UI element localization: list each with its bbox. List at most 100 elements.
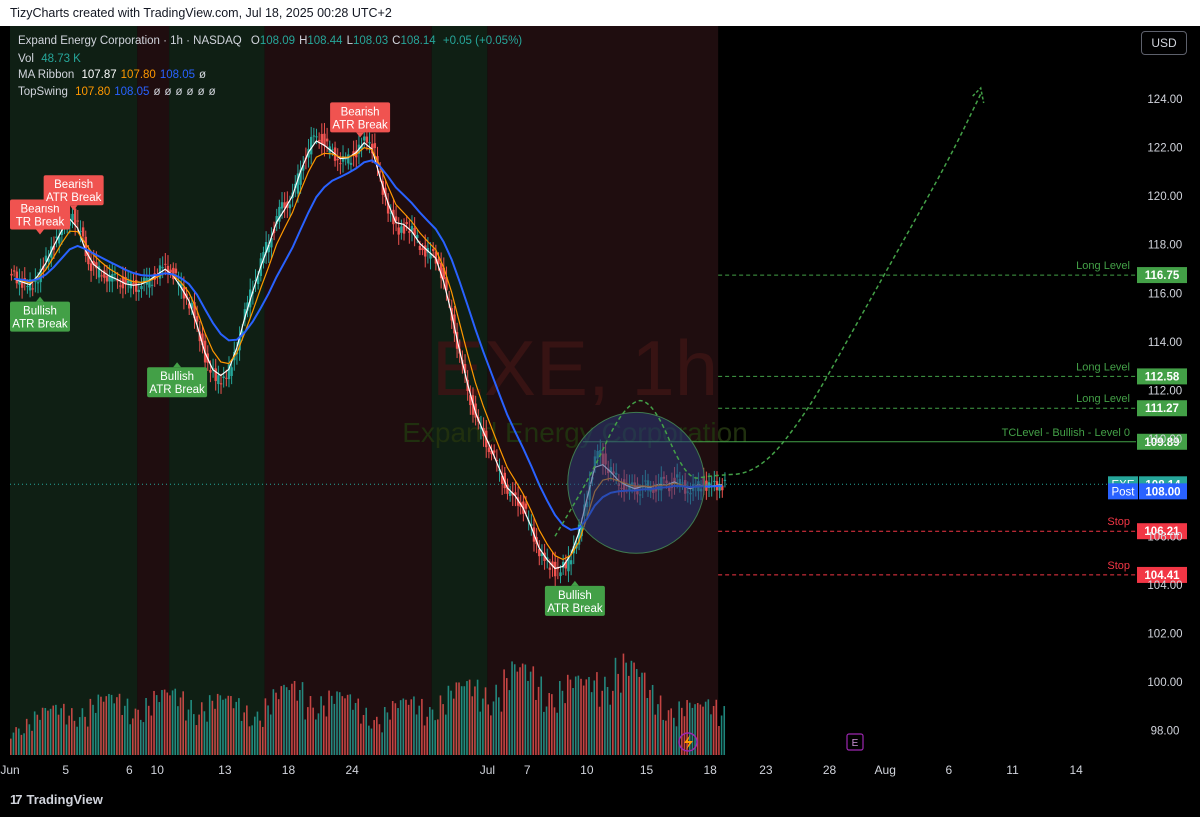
candle[interactable] [416,234,419,239]
candle[interactable] [71,213,74,221]
candle[interactable] [424,245,427,257]
candle[interactable] [12,270,16,272]
candle[interactable] [193,302,196,319]
candle[interactable] [718,484,721,491]
candle[interactable] [225,377,228,379]
candle[interactable] [108,275,111,282]
candle[interactable] [508,491,512,496]
candle[interactable] [723,479,727,481]
candle[interactable] [360,145,363,150]
candle[interactable] [442,267,446,280]
candle[interactable] [18,279,21,285]
candle[interactable] [474,403,477,418]
candle[interactable] [394,216,398,221]
candle[interactable] [567,556,570,572]
candle[interactable] [487,447,491,453]
candle[interactable] [44,255,48,262]
candle[interactable] [296,173,300,194]
candle[interactable] [89,263,93,271]
candle[interactable] [280,202,284,209]
candle[interactable] [524,503,528,509]
candle[interactable] [713,480,716,482]
candle[interactable] [116,279,119,282]
candle[interactable] [262,252,265,264]
candle[interactable] [219,383,223,385]
candle[interactable] [190,303,194,309]
candle[interactable] [437,259,440,264]
candle[interactable] [405,222,408,225]
candle[interactable] [323,133,326,146]
candle[interactable] [378,171,382,173]
candle[interactable] [169,269,172,273]
candle[interactable] [548,567,552,570]
candle[interactable] [469,395,472,406]
candle[interactable] [339,163,342,165]
candle[interactable] [105,275,109,282]
candle[interactable] [492,450,496,453]
earnings-marker-icon[interactable] [846,733,864,751]
candle[interactable] [538,549,541,557]
candle[interactable] [347,154,350,164]
candle[interactable] [150,284,154,286]
candle[interactable] [214,368,217,382]
candle[interactable] [309,136,313,155]
candle[interactable] [283,202,286,208]
candle[interactable] [514,492,517,496]
candle[interactable] [421,248,424,251]
candle[interactable] [315,136,318,138]
candle[interactable] [166,265,170,273]
candle[interactable] [246,302,249,311]
candle[interactable] [79,230,82,232]
candle[interactable] [174,268,178,274]
candle[interactable] [447,299,451,301]
candle[interactable] [132,282,135,286]
candle[interactable] [148,277,151,288]
candle[interactable] [87,251,90,265]
candle[interactable] [500,476,504,485]
candle[interactable] [312,135,316,137]
candle[interactable] [384,187,387,198]
candle[interactable] [559,572,562,577]
candle[interactable] [580,523,583,537]
candle[interactable] [389,212,392,214]
candle[interactable] [540,553,544,557]
candle[interactable] [243,309,247,320]
candle[interactable] [20,282,24,288]
candle[interactable] [551,561,554,567]
candle[interactable] [418,245,422,251]
tradingview-logo[interactable]: 17 TradingView [10,792,103,807]
candle[interactable] [402,225,406,234]
candle[interactable] [97,266,101,278]
candle[interactable] [495,460,499,462]
candle[interactable] [349,162,353,165]
candle[interactable] [124,276,127,285]
candle[interactable] [302,165,305,171]
candle[interactable] [320,134,324,144]
candle[interactable] [365,136,369,143]
candle[interactable] [92,260,95,265]
candle[interactable] [553,561,557,577]
candle[interactable] [134,279,138,292]
candle[interactable] [408,231,411,233]
candle[interactable] [103,270,106,278]
candle[interactable] [55,236,58,239]
candle[interactable] [270,238,273,248]
candle[interactable] [267,244,270,253]
candle[interactable] [530,524,533,526]
candle[interactable] [288,204,292,209]
candle[interactable] [397,227,400,235]
candle[interactable] [81,227,85,237]
candle[interactable] [516,497,520,506]
candle[interactable] [506,484,509,494]
candle[interactable] [439,262,443,279]
candle[interactable] [556,567,560,570]
candle[interactable] [140,285,143,290]
candle[interactable] [201,333,204,346]
candle[interactable] [84,236,87,257]
candle[interactable] [52,245,56,250]
candle[interactable] [278,206,281,222]
candle[interactable] [76,220,80,222]
candle[interactable] [577,524,581,545]
